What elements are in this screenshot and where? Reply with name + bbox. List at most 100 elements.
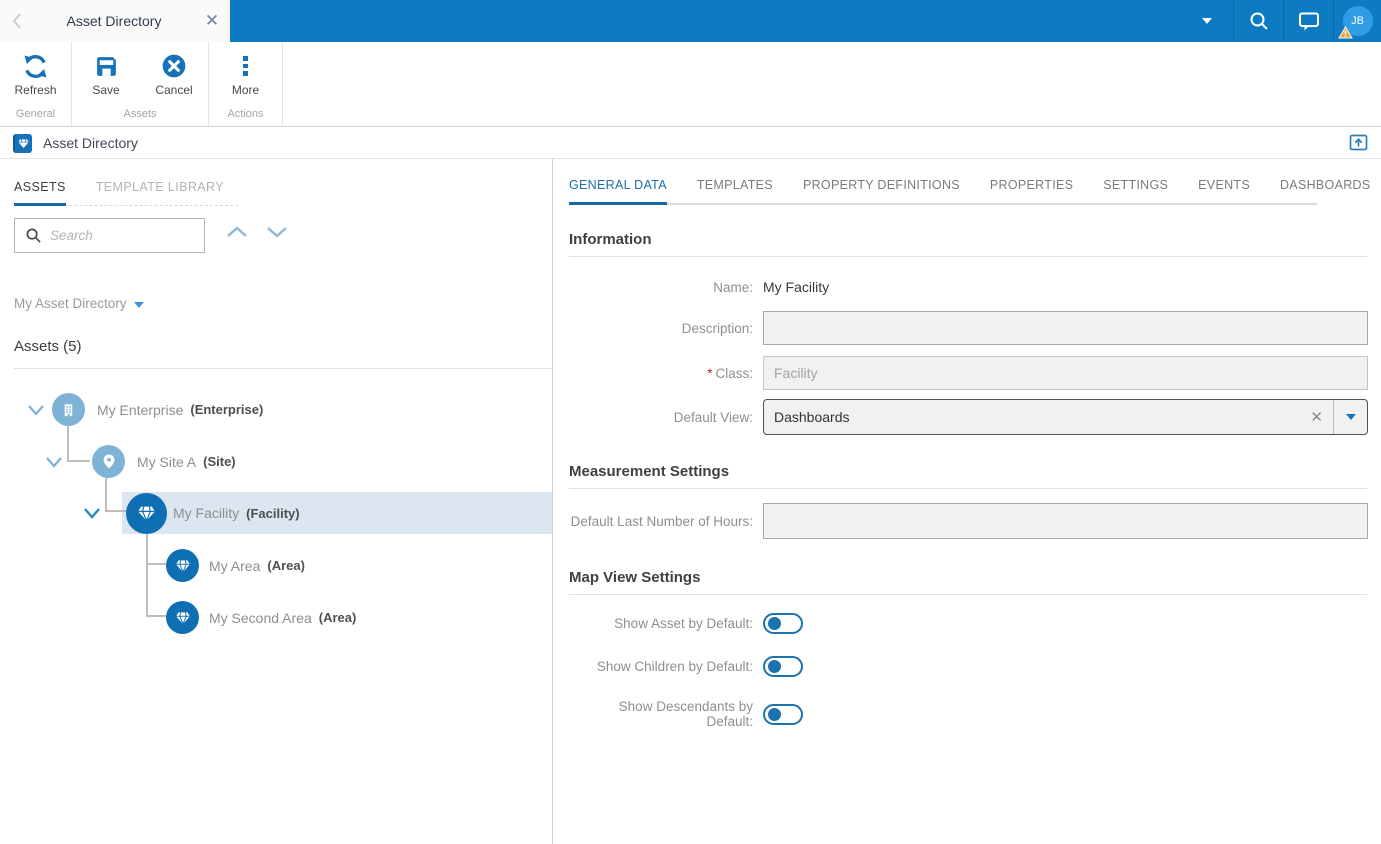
tree-connector <box>146 615 166 617</box>
chevron-down-icon[interactable] <box>44 454 64 470</box>
save-button[interactable]: Save <box>75 51 137 104</box>
show-children-row: Show Children by Default: <box>569 656 1367 677</box>
tab-settings[interactable]: SETTINGS <box>1103 178 1169 192</box>
refresh-button[interactable]: Refresh <box>5 51 67 104</box>
more-label: More <box>231 83 260 97</box>
class-label: * Class: <box>707 365 753 381</box>
ribbon-group-label: Actions <box>227 108 264 120</box>
messages-button[interactable] <box>1283 0 1333 42</box>
tree-connector <box>67 460 90 462</box>
default-hours-label: Default Last Number of Hours: <box>570 513 753 529</box>
default-hours-row: Default Last Number of Hours: <box>569 503 1368 539</box>
name-value: My Facility <box>763 279 830 295</box>
tree-item-name: My Facility <box>173 505 240 521</box>
ribbon-group-actions: More Actions <box>209 42 283 126</box>
name-label: Name: <box>713 279 753 295</box>
divider <box>569 488 1367 489</box>
show-asset-toggle[interactable] <box>763 613 803 634</box>
show-descendants-toggle[interactable] <box>763 703 803 725</box>
page-title: Asset Directory <box>43 135 138 151</box>
description-input[interactable] <box>763 311 1368 345</box>
tree-item-type: (Area) <box>318 610 357 625</box>
default-view-row: Default View: Dashboards ✕ <box>569 399 1368 435</box>
app-tab[interactable]: Asset Directory ✕ <box>0 0 230 42</box>
required-marker: * <box>707 365 713 381</box>
clear-icon[interactable]: ✕ <box>1310 409 1323 426</box>
detail-tabs: GENERAL DATA TEMPLATES PROPERTY DEFINITI… <box>569 159 1370 205</box>
tab-properties[interactable]: PROPERTIES <box>989 178 1074 192</box>
show-descendants-label: Show Descendants by Default: <box>618 699 753 729</box>
tab-template-library[interactable]: TEMPLATE LIBRARY <box>95 180 224 194</box>
tree-connector <box>105 510 127 512</box>
tree-connector <box>105 478 107 512</box>
tree-row-area[interactable]: My Area (Area) <box>166 549 305 582</box>
assets-count-header: Assets (5) <box>14 338 82 355</box>
show-asset-row: Show Asset by Default: <box>569 613 1367 634</box>
tree-row-enterprise[interactable]: My Enterprise (Enterprise) <box>26 393 263 426</box>
tree-item-name: My Second Area <box>209 609 312 626</box>
ribbon-group-general: Refresh General <box>0 42 72 126</box>
chat-bubble-icon <box>1298 12 1319 31</box>
find-previous-button[interactable] <box>224 223 250 241</box>
tree-item-name: My Area <box>209 557 261 574</box>
search-button[interactable] <box>1233 0 1283 42</box>
show-children-toggle[interactable] <box>763 656 803 677</box>
building-icon <box>52 393 85 426</box>
tree-item-type: (Site) <box>203 454 236 469</box>
topbar: Asset Directory ✕ JB <box>0 0 1381 42</box>
more-icon <box>243 56 248 76</box>
asset-tree-panel: ASSETS TEMPLATE LIBRARY My Asset Directo… <box>0 159 553 844</box>
caret-down-icon <box>133 301 144 308</box>
tree-item-name: My Site A <box>137 453 197 470</box>
warning-badge-icon <box>1338 26 1353 39</box>
gem-icon <box>126 492 167 534</box>
tab-close-icon[interactable]: ✕ <box>204 11 220 30</box>
description-label: Description: <box>681 320 753 336</box>
divider <box>569 256 1367 257</box>
cancel-icon <box>162 54 186 78</box>
search-icon <box>25 227 42 244</box>
show-asset-label: Show Asset by Default: <box>614 616 753 631</box>
tab-templates[interactable]: TEMPLATES <box>696 178 773 192</box>
default-view-combobox[interactable]: Dashboards ✕ <box>763 399 1368 435</box>
tab-general-data[interactable]: GENERAL DATA <box>569 178 667 205</box>
directory-selector[interactable]: My Asset Directory <box>14 296 144 311</box>
refresh-label: Refresh <box>14 83 57 97</box>
default-hours-input[interactable] <box>763 503 1368 539</box>
ribbon-toolbar: Refresh General Save <box>0 42 1381 127</box>
tree-search <box>14 218 205 253</box>
user-menu-button[interactable]: JB <box>1333 0 1381 42</box>
expand-panel-button[interactable] <box>1349 134 1368 156</box>
dropdown-open-button[interactable] <box>1334 400 1367 434</box>
back-chevron-icon[interactable] <box>0 11 34 31</box>
tab-dashboards[interactable]: DASHBOARDS <box>1279 178 1371 192</box>
chevron-down-icon[interactable] <box>26 402 46 418</box>
ribbon-group-label: Assets <box>123 108 157 120</box>
directory-selector-label: My Asset Directory <box>14 296 127 311</box>
more-button[interactable]: More <box>215 51 277 104</box>
chevron-up-icon <box>227 226 247 237</box>
cancel-button[interactable]: Cancel <box>143 51 205 104</box>
selected-row-highlight <box>122 492 552 534</box>
find-next-button[interactable] <box>264 223 290 241</box>
tree-connector <box>146 563 166 565</box>
chevron-down-icon[interactable] <box>82 505 102 521</box>
tab-events[interactable]: EVENTS <box>1198 178 1250 192</box>
cancel-label: Cancel <box>155 83 193 97</box>
default-view-label: Default View: <box>673 409 753 425</box>
tab-property-definitions[interactable]: PROPERTY DEFINITIONS <box>802 178 960 192</box>
class-input[interactable] <box>763 356 1368 390</box>
class-row: * Class: <box>569 356 1368 390</box>
tree-row-facility-selected[interactable]: My Facility (Facility) <box>82 492 300 534</box>
tree-item-type: (Facility) <box>246 505 300 521</box>
topbar-dropdown-button[interactable] <box>1181 0 1233 42</box>
divider <box>1333 400 1334 434</box>
tab-title: Asset Directory <box>66 13 162 29</box>
asset-tree: My Enterprise (Enterprise) My Site A (Si… <box>0 385 552 844</box>
search-input[interactable] <box>50 228 204 243</box>
tree-item-type: (Enterprise) <box>190 402 264 417</box>
tree-row-second-area[interactable]: My Second Area (Area) <box>166 601 356 634</box>
tab-assets[interactable]: ASSETS <box>14 180 66 206</box>
search-icon <box>1250 12 1268 30</box>
tree-row-site[interactable]: My Site A (Site) <box>44 445 236 478</box>
